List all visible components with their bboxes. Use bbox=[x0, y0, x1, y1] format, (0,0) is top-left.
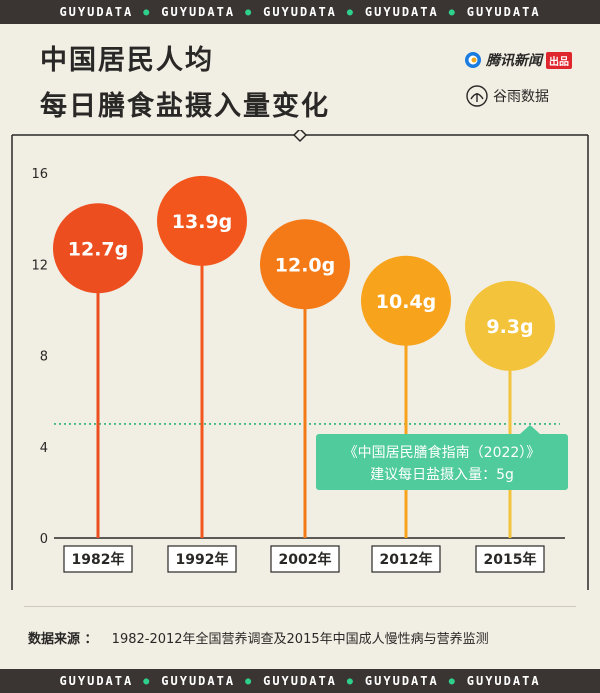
footer-divider bbox=[24, 606, 576, 607]
band-wordmark: GUYUDATA bbox=[263, 674, 337, 688]
category-box bbox=[270, 545, 340, 573]
band-dot: ● bbox=[245, 675, 254, 687]
y-tick-label: 4 bbox=[40, 441, 48, 456]
lollipop-circle bbox=[260, 219, 350, 310]
lollipop-circle bbox=[465, 280, 555, 371]
band-wordmark: GUYUDATA bbox=[59, 5, 134, 19]
salt-intake-chart: 0 4 8 12 16 12.7g 13.9g 12.0g 10.4g 9.3g 《中国居民膳食指南… bbox=[11, 130, 589, 590]
band-dot: ● bbox=[143, 6, 152, 18]
tencent-news-name: 腾讯新闻 bbox=[486, 53, 542, 69]
brand-band-bottom: GUYUDATA ● GUYUDATA ● GUYUDATA ● GUYUDATA ● GUYU… bbox=[0, 669, 600, 693]
page-title-line2: 每日膳食盐摄入量变化 bbox=[40, 91, 330, 122]
source-label: 数据来源 ： bbox=[28, 632, 98, 647]
callout-line2: 建议每日盐摄入量：5g bbox=[370, 467, 514, 483]
band-dot: ● bbox=[143, 675, 152, 687]
callout-line1: 《中国居民膳食指南（2022）》 bbox=[344, 444, 541, 461]
band-dot: ● bbox=[448, 6, 457, 18]
category-label: 2002年 bbox=[279, 551, 332, 568]
brand-band-top: GUYUDATA ● GUYUDATA ● GUYUDATA ● GUYUDATA ● GUYU… bbox=[0, 0, 600, 24]
data-source: 数据来源 ： 1982-2012年全国营养调查及2015年中国成人慢性病与营养监… bbox=[28, 628, 489, 647]
value-label: 12.7g bbox=[68, 238, 128, 260]
guyu-seal-icon bbox=[466, 85, 488, 107]
category-box bbox=[371, 545, 441, 573]
category-box bbox=[475, 545, 545, 573]
callout-pointer bbox=[520, 425, 540, 434]
value-label: 13.9g bbox=[172, 211, 232, 233]
y-tick-label: 8 bbox=[40, 350, 48, 365]
band-wordmark: GUYUDATA bbox=[364, 674, 439, 688]
category-label: 2015年 bbox=[484, 551, 537, 568]
value-label: 12.0g bbox=[275, 254, 335, 276]
category-box bbox=[63, 545, 133, 573]
category-label: 1982年 bbox=[72, 551, 125, 568]
value-label: 10.4g bbox=[376, 291, 436, 313]
lollipop-circle bbox=[53, 203, 143, 294]
title-rule-diamond bbox=[292, 130, 308, 143]
band-dot: ● bbox=[448, 675, 457, 687]
lollipop-circle bbox=[361, 255, 451, 346]
category-label: 1992年 bbox=[176, 551, 229, 568]
band-wordmark: GUYUDATA bbox=[59, 674, 134, 688]
band-wordmark: GUYUDATA bbox=[263, 5, 337, 19]
lollipop-circle bbox=[157, 175, 247, 266]
y-tick-label: 16 bbox=[31, 167, 48, 182]
band-wordmark: GUYUDATA bbox=[161, 5, 236, 19]
page-title-line1: 中国居民人均 bbox=[40, 45, 214, 76]
category-box bbox=[167, 545, 237, 573]
y-tick-label: 12 bbox=[31, 258, 48, 273]
source-text: 1982-2012年全国营养调查及2015年中国成人慢性病与营养监测 bbox=[111, 632, 489, 647]
value-label: 9.3g bbox=[486, 316, 533, 338]
tencent-news-tag: 出品 bbox=[546, 51, 572, 69]
guyu-data-name: 谷雨数据 bbox=[493, 89, 549, 105]
band-dot: ● bbox=[245, 6, 254, 18]
reference-callout bbox=[316, 434, 568, 490]
band-wordmark: GUYUDATA bbox=[466, 674, 541, 688]
band-dot: ● bbox=[346, 675, 355, 687]
band-wordmark: GUYUDATA bbox=[364, 5, 439, 19]
y-tick-label: 0 bbox=[40, 532, 48, 547]
tencent-eye-icon bbox=[465, 52, 481, 68]
guyu-data-logo: 谷雨数据 bbox=[466, 84, 549, 108]
band-dot: ● bbox=[346, 6, 355, 18]
category-label: 2012年 bbox=[380, 551, 433, 568]
band-wordmark: GUYUDATA bbox=[466, 5, 541, 19]
tencent-news-logo: 腾讯新闻 出品 bbox=[464, 50, 572, 70]
band-wordmark: GUYUDATA bbox=[161, 674, 236, 688]
